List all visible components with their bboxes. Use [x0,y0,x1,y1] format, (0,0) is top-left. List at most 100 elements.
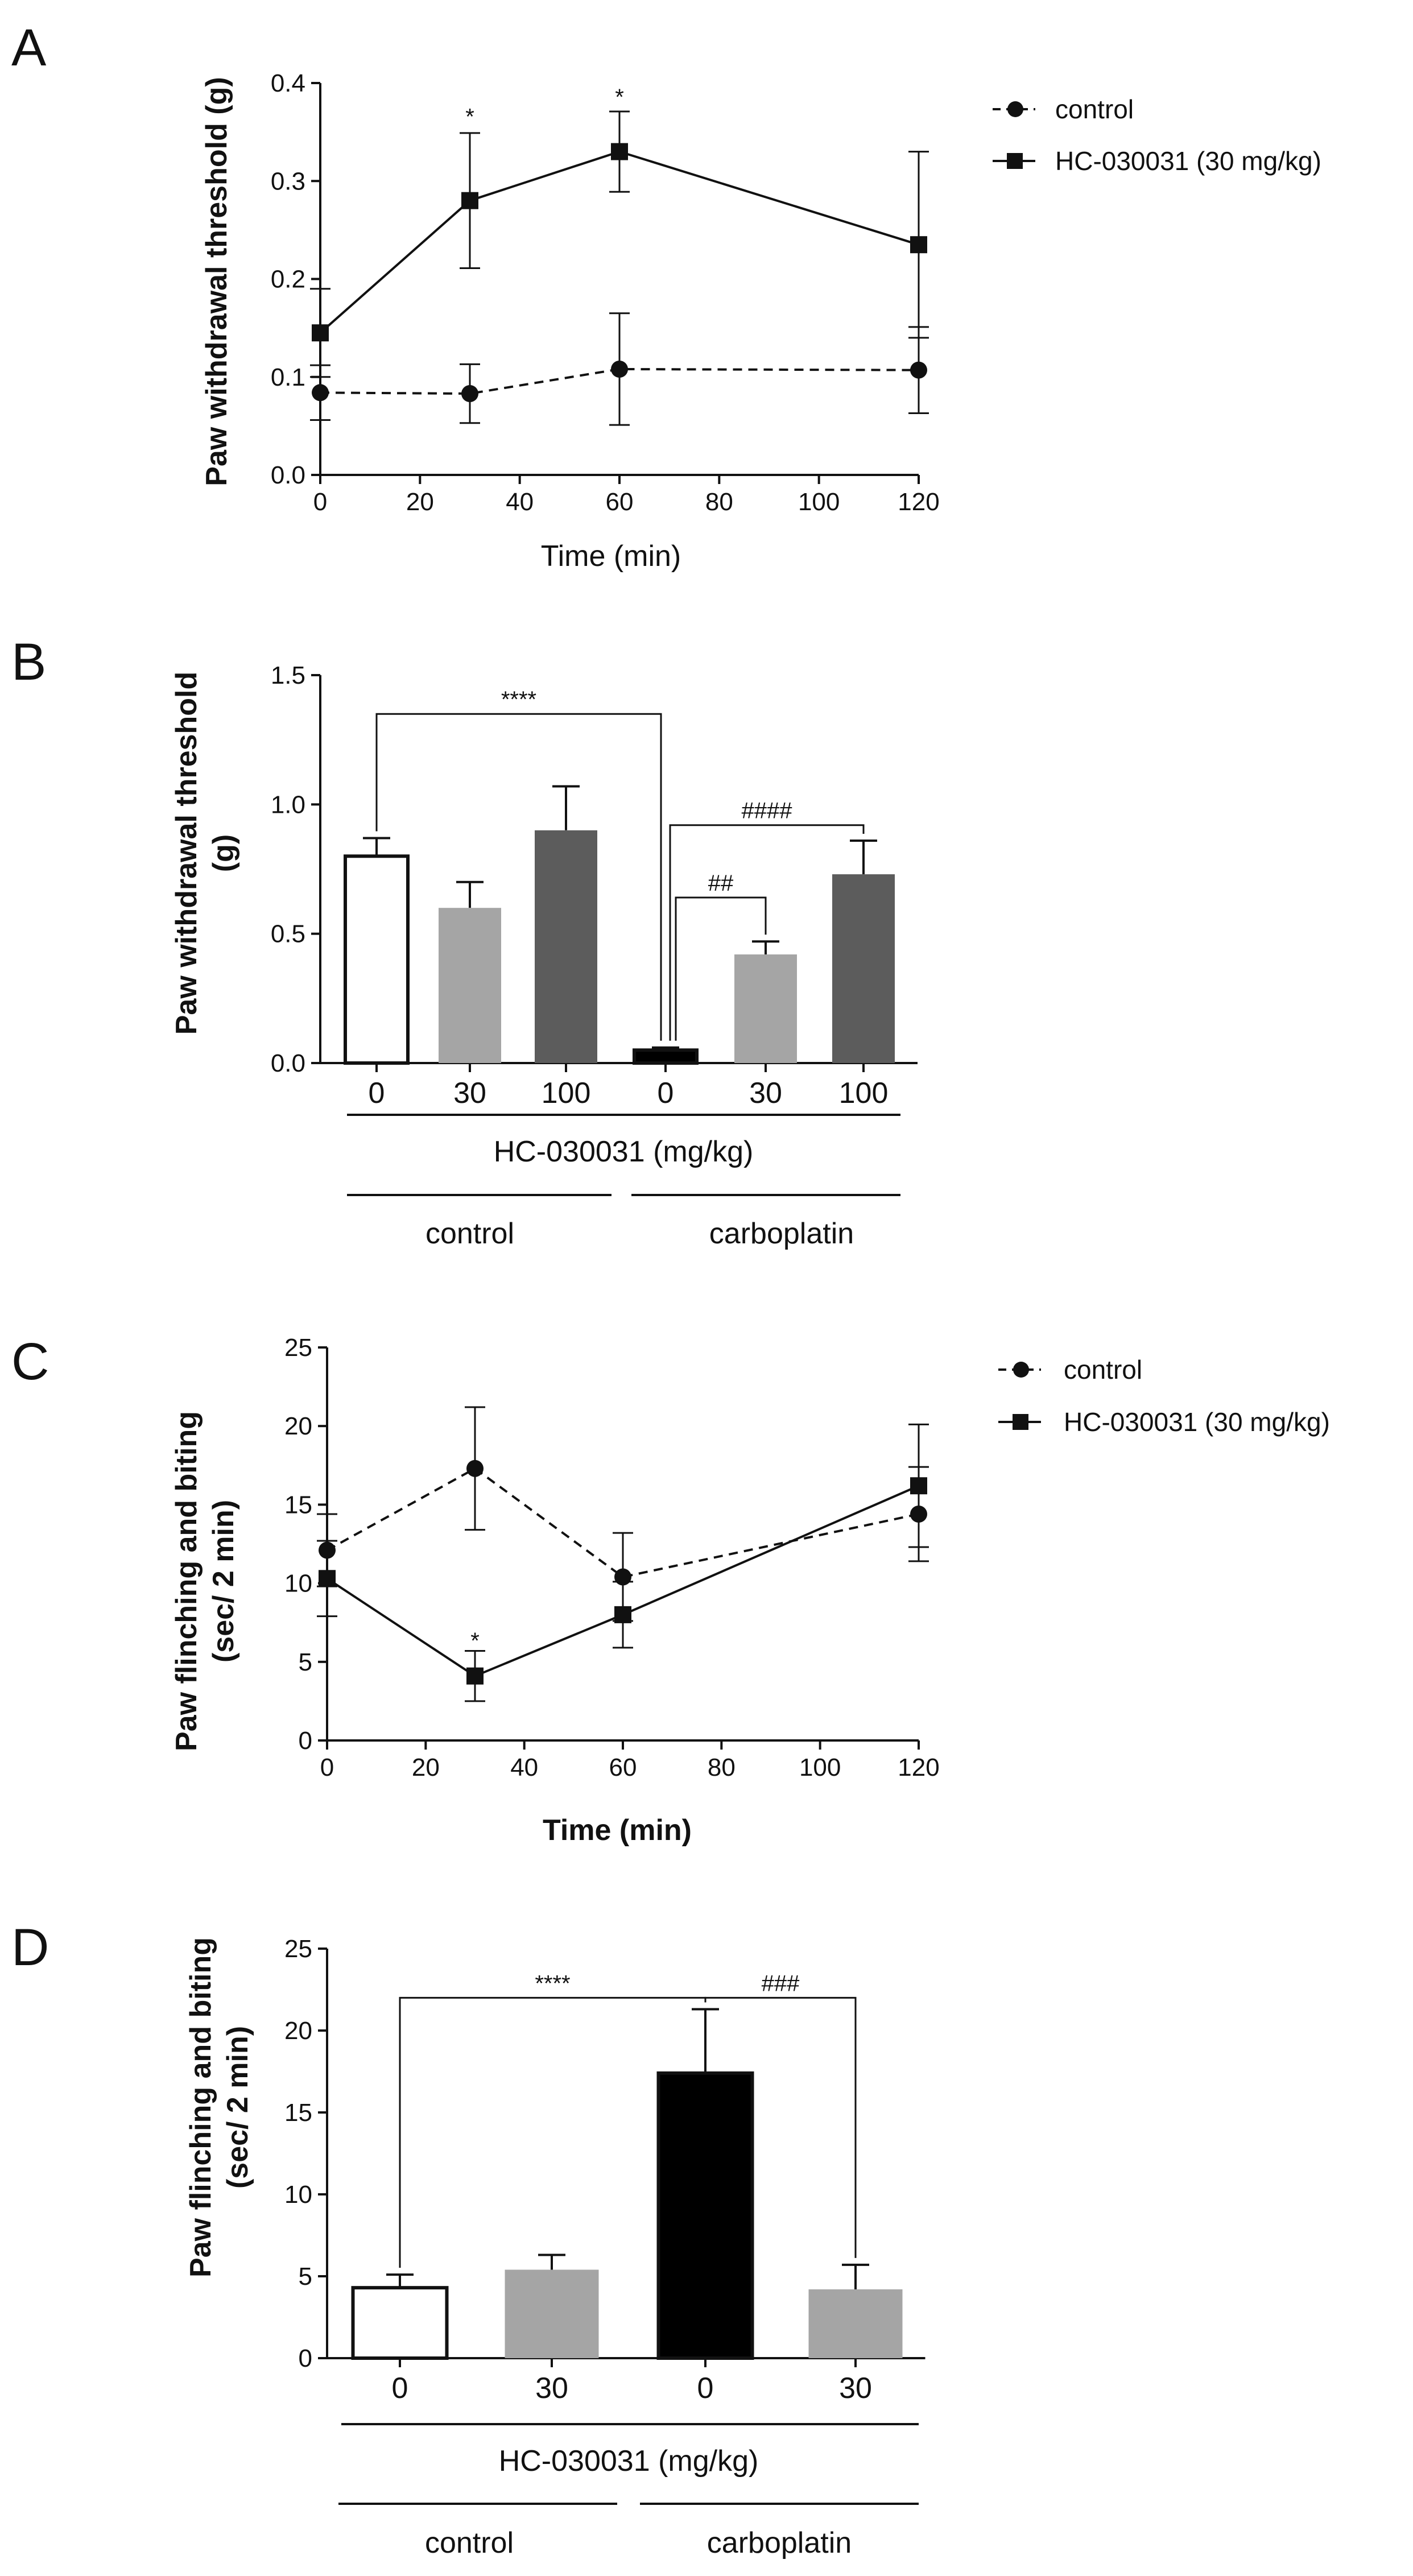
x-tick-label-b: 0 [369,1077,385,1110]
y-axis-label-a: Paw withdrawal threshold (g) [200,77,233,486]
y-tick-label-a: 0.0 [271,461,305,489]
panel-a: A 0.0 0.1 0.2 0.3 0.4 0 20 40 60 80 100 120 * * Paw w… [11,19,1321,573]
x-tick-label-c: 20 [412,1754,440,1781]
y-axis-label-d-line2: (sec/ 2 min) [221,2026,254,2189]
significance-star-c: * [470,1628,480,1653]
x-tick-label-c: 120 [898,1754,939,1781]
y-tick-label-b: 1.0 [271,791,305,818]
y-tick-label-a: 0.2 [271,266,305,293]
y-tick-label-a: 0.4 [271,69,305,97]
y-tick-label-c: 25 [284,1334,312,1362]
x-tick-label-a: 20 [406,488,434,516]
significance-label-d: **** [535,1971,570,1996]
y-tick-label-d: 15 [284,2099,312,2127]
bar-chart-b: 0.00.51.01.50 30 100 0 30 100****###### [271,661,918,1110]
y-tick-label-d: 10 [284,2181,312,2209]
y-tick-label-b: 0.0 [271,1049,305,1077]
x-tick-label-d: 0 [392,2372,408,2405]
legend-marker-hc-a [1007,153,1023,169]
y-tick-label-c: 0 [299,1727,312,1755]
bar-b [344,854,410,1065]
legend-marker-control-a [1007,101,1023,117]
x-tick-label-d: 30 [535,2372,568,2405]
legend-marker-hc-c [1013,1414,1028,1430]
x-tick-label-c: 40 [510,1754,538,1781]
y-axis-label-c-line1: Paw flinching and biting [170,1411,203,1751]
x-tick-label-c: 100 [799,1754,841,1781]
y-tick-label-a: 0.3 [271,167,305,195]
legend-label-hc-c: HC-030031 (30 mg/kg) [1064,1407,1330,1437]
x-tick-label-a: 40 [506,488,534,516]
series-line-control-a [320,367,919,395]
panel-label-d: D [11,1918,49,1977]
bar-b [633,1048,699,1065]
panel-d: D 0 5 10 15 20 25 0 30 0 30 **** ### Paw flinching … [11,1918,926,2560]
group-label-control-b: control [425,1217,514,1250]
x-axis-label-d: HC-030031 (mg/kg) [499,2445,759,2478]
data-point-control-a [312,384,329,402]
y-tick-label-d: 25 [284,1935,312,1963]
legend-c: control HC-030031 (30 mg/kg) [998,1355,1330,1437]
panel-label-a: A [11,19,47,77]
significance-star-a: * [465,104,474,129]
series-line-hc-a [319,150,919,334]
x-tick-label-a: 80 [705,488,733,516]
x-tick-label-d: 30 [839,2372,872,2405]
legend-label-control-c: control [1064,1355,1142,1384]
significance-label-b: #### [742,799,793,824]
panel-c: C 0 5 10 15 20 25 0 20 40 60 80 100 120 * Paw flinchi… [11,1333,1330,1847]
data-point-control-a [910,361,927,379]
y-tick-label-b: 0.5 [271,920,305,948]
line-chart-a: 0.0 0.1 0.2 0.3 0.4 0 20 40 60 80 100 120 * * [271,69,940,516]
y-tick-label-b: 1.5 [271,661,305,689]
x-tick-label-b: 30 [453,1077,486,1110]
significance-label-b: ## [708,871,734,896]
significance-bracket-d [704,1996,857,2258]
data-point-hc-c [910,1477,927,1495]
bar-d [808,2289,903,2358]
bar-d [505,2269,599,2358]
y-tick-label-c: 15 [284,1491,312,1519]
legend-label-control-a: control [1055,94,1134,124]
line-chart-c: 0 5 10 15 20 25 0 20 40 60 80 100 120 * [284,1334,940,1781]
x-tick-label-a: 60 [606,488,634,516]
data-point-control-c [466,1459,484,1477]
panel-label-b: B [11,633,46,691]
x-axis-label-a: Time (min) [541,540,681,573]
significance-bracket-b [375,713,662,1041]
data-point-control-a [611,360,628,378]
y-tick-label-d: 0 [299,2345,312,2372]
legend-marker-control-c [1013,1362,1029,1378]
bar-d [351,2286,449,2360]
y-axis-label-d-line1: Paw flinching and biting [184,1937,217,2277]
data-point-hc-c [466,1667,484,1685]
bar-b [439,908,501,1063]
bar-chart-d: 0 5 10 15 20 25 0 30 0 30 **** ### [284,1935,926,2405]
legend-label-hc-a: HC-030031 (30 mg/kg) [1055,146,1321,176]
y-tick-label-c: 10 [284,1570,312,1598]
x-tick-label-c: 60 [609,1754,637,1781]
series-line-hc-c [326,1485,919,1677]
data-point-hc-a [910,236,927,254]
panel-label-c: C [11,1333,49,1391]
significance-bracket-b [669,824,865,1041]
significance-label-d: ### [762,1971,800,1996]
x-tick-label-a: 120 [898,488,939,516]
bar-b [535,830,597,1063]
x-tick-label-c: 0 [320,1754,334,1781]
x-tick-label-d: 0 [697,2372,714,2405]
bar-d [656,2071,754,2360]
y-tick-label-c: 5 [299,1648,312,1676]
significance-label-b: **** [501,687,536,712]
significance-bracket-b [675,896,767,1041]
y-axis-label-b-line1: Paw withdrawal threshold [170,672,203,1035]
bar-b [734,954,797,1063]
bar-b [832,874,895,1063]
y-tick-label-c: 20 [284,1412,312,1440]
group-label-control-d: control [425,2527,514,2560]
group-label-carboplatin-d: carboplatin [707,2527,852,2560]
x-tick-label-b: 100 [839,1077,889,1110]
panel-b: B 0.00.51.01.50 30 100 0 30 100****###### Paw… [11,633,918,1250]
y-tick-label-a: 0.1 [271,363,305,391]
